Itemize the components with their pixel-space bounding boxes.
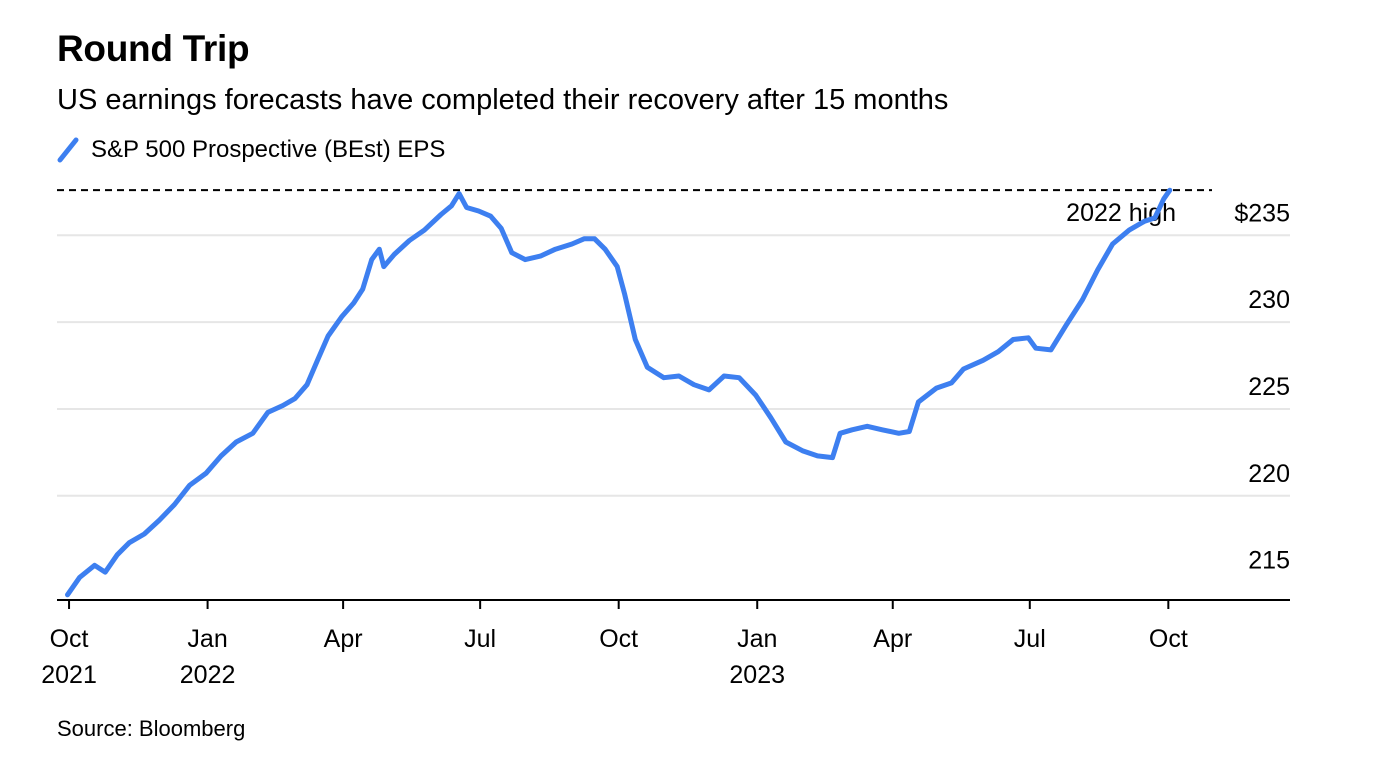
chart-title: Round Trip bbox=[57, 28, 250, 69]
gridlines bbox=[57, 234, 1290, 497]
x-tick-label: Jul bbox=[464, 625, 496, 653]
legend-label: S&P 500 Prospective (BEst) EPS bbox=[91, 136, 446, 163]
series-line bbox=[65, 187, 1173, 598]
source-note: Source: Bloomberg bbox=[57, 716, 246, 741]
x-tick-label: Jan bbox=[187, 625, 227, 653]
x-axis: Oct 2021 Jan 2022 Apr Jul Oct Jan 2023 Apr Jul Oct bbox=[41, 599, 1290, 689]
x-tick-label: Apr bbox=[873, 625, 912, 653]
x-tick-label: Oct bbox=[50, 625, 89, 653]
reference-line-group: 2022 high bbox=[57, 189, 1212, 227]
x-tick-label: Apr bbox=[324, 625, 363, 653]
x-tick-label: 2023 bbox=[729, 661, 785, 689]
y-tick-label: $235 bbox=[1234, 199, 1290, 227]
y-tick-label: 220 bbox=[1248, 460, 1290, 488]
legend-swatch-icon bbox=[57, 137, 79, 163]
legend-swatch-line bbox=[57, 137, 79, 163]
y-axis-labels: 215 220 225 230 $235 bbox=[1234, 199, 1290, 574]
x-tick-label: Jan bbox=[737, 625, 777, 653]
x-tick-label: 2021 bbox=[41, 661, 97, 689]
series-group bbox=[65, 187, 1173, 598]
x-tick-label: Oct bbox=[599, 625, 638, 653]
x-tick-label: 2022 bbox=[180, 661, 236, 689]
x-tick-label: Oct bbox=[1149, 625, 1188, 653]
legend: S&P 500 Prospective (BEst) EPS bbox=[57, 136, 445, 164]
y-tick-label: 215 bbox=[1248, 547, 1290, 575]
x-tick-label: Jul bbox=[1014, 625, 1046, 653]
chart-subtitle: US earnings forecasts have completed the… bbox=[57, 84, 949, 116]
y-tick-label: 230 bbox=[1248, 286, 1290, 314]
y-tick-label: 225 bbox=[1248, 373, 1290, 401]
